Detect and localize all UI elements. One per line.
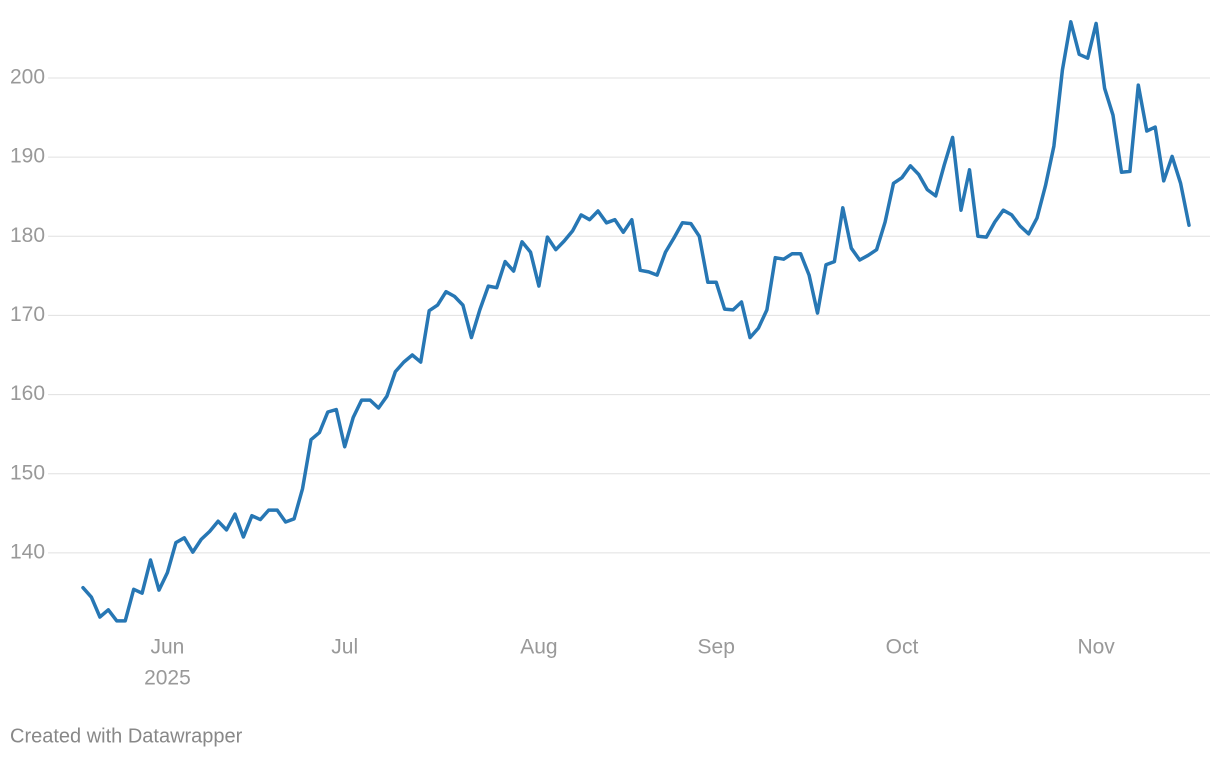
y-tick-label: 160 — [10, 382, 45, 405]
x-tick-label: Oct — [886, 636, 919, 659]
year-label: 2025 — [144, 667, 191, 690]
x-tick-label: Jul — [331, 636, 358, 659]
y-tick-label: 190 — [10, 145, 45, 168]
y-tick-label: 140 — [10, 540, 45, 563]
x-tick-label: Aug — [520, 636, 557, 659]
footer: Created with Datawrapper — [10, 725, 243, 747]
x-tick-label: Jun — [150, 636, 184, 659]
y-tick-label: 180 — [10, 224, 45, 247]
data-line — [81, 20, 1191, 623]
x-tick-label: Nov — [1077, 636, 1115, 659]
y-tick-label: 170 — [10, 303, 45, 326]
y-tick-label: 200 — [10, 66, 45, 89]
x-tick-label: Sep — [698, 636, 735, 659]
y-tick-label: 150 — [10, 461, 45, 484]
